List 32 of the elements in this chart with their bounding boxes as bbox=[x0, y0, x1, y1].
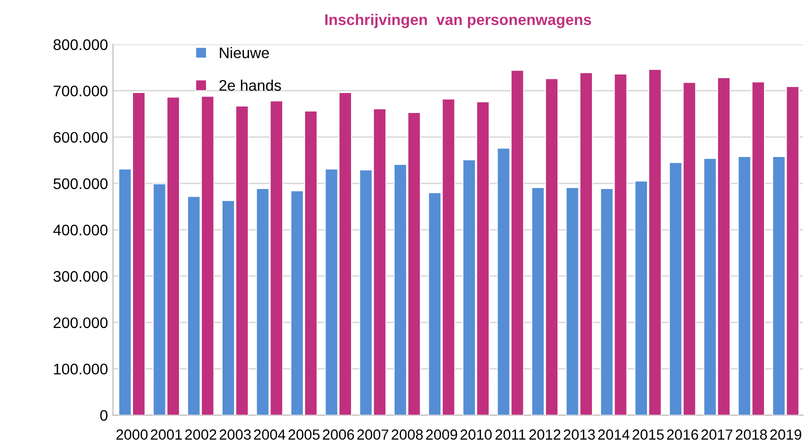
x-tick-label: 2019 bbox=[770, 429, 802, 440]
chart-title: Inschrijvingen van personenwagens bbox=[325, 14, 592, 28]
x-tick-label: 2015 bbox=[632, 429, 664, 440]
y-tick-label: 500.000 bbox=[54, 178, 108, 190]
x-tick-label: 2003 bbox=[220, 429, 251, 440]
x-tick-label: 2009 bbox=[426, 429, 458, 440]
x-tick-label: 2004 bbox=[254, 429, 286, 440]
x-tick-label: 2005 bbox=[288, 429, 320, 440]
y-tick-label: 400.000 bbox=[53, 224, 108, 236]
y-tick-label: 0 bbox=[100, 410, 108, 421]
x-tick-label: 2018 bbox=[736, 429, 767, 440]
x-tick-label: 2006 bbox=[322, 429, 354, 440]
x-tick-label: 2008 bbox=[392, 429, 423, 440]
legend-label: 2e hands bbox=[219, 80, 281, 91]
x-tick-label: 2010 bbox=[460, 429, 492, 440]
x-tick-label: 2012 bbox=[529, 429, 560, 440]
x-tick-label: 2017 bbox=[701, 429, 732, 440]
y-tick-label: 100.000 bbox=[54, 364, 108, 374]
y-tick-label: 200.000 bbox=[54, 317, 108, 328]
legend-label: Nieuwe bbox=[220, 47, 269, 58]
y-tick-label: 800.000 bbox=[54, 39, 108, 50]
x-tick-label: 2001 bbox=[150, 429, 182, 440]
x-tick-label: 2011 bbox=[496, 429, 526, 440]
y-tick-label: 700.000 bbox=[54, 86, 108, 96]
x-tick-label: 2016 bbox=[667, 429, 698, 440]
x-tick-label: 2007 bbox=[357, 429, 388, 440]
x-tick-label: 2000 bbox=[116, 429, 148, 440]
x-tick-label: 2014 bbox=[598, 429, 630, 440]
y-tick-label: 300.000 bbox=[53, 270, 108, 282]
y-tick-label: 600.000 bbox=[54, 132, 108, 143]
x-tick-label: 2002 bbox=[185, 429, 216, 440]
x-tick-label: 2013 bbox=[564, 429, 595, 440]
